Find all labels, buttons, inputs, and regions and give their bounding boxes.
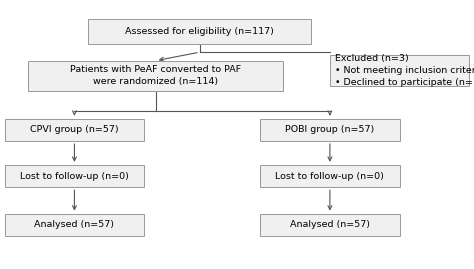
Text: Patients with PeAF converted to PAF
were randomized (n=114): Patients with PeAF converted to PAF were… — [70, 65, 241, 86]
Text: Analysed (n=57): Analysed (n=57) — [35, 220, 114, 229]
FancyBboxPatch shape — [5, 214, 144, 236]
FancyBboxPatch shape — [88, 19, 311, 44]
FancyBboxPatch shape — [260, 165, 400, 187]
FancyBboxPatch shape — [28, 61, 283, 91]
FancyBboxPatch shape — [5, 165, 144, 187]
FancyBboxPatch shape — [260, 119, 400, 141]
Text: CPVI group (n=57): CPVI group (n=57) — [30, 125, 118, 134]
Text: Assessed for eligibility (n=117): Assessed for eligibility (n=117) — [126, 27, 274, 36]
Text: Lost to follow-up (n=0): Lost to follow-up (n=0) — [20, 172, 129, 180]
Text: Analysed (n=57): Analysed (n=57) — [290, 220, 370, 229]
FancyBboxPatch shape — [5, 119, 144, 141]
Text: Excluded (n=3)
• Not meeting inclusion criteria (n=2)
• Declined to participate : Excluded (n=3) • Not meeting inclusion c… — [336, 54, 474, 87]
FancyBboxPatch shape — [330, 55, 469, 86]
FancyBboxPatch shape — [260, 214, 400, 236]
Text: POBI group (n=57): POBI group (n=57) — [285, 125, 374, 134]
Text: Lost to follow-up (n=0): Lost to follow-up (n=0) — [275, 172, 384, 180]
